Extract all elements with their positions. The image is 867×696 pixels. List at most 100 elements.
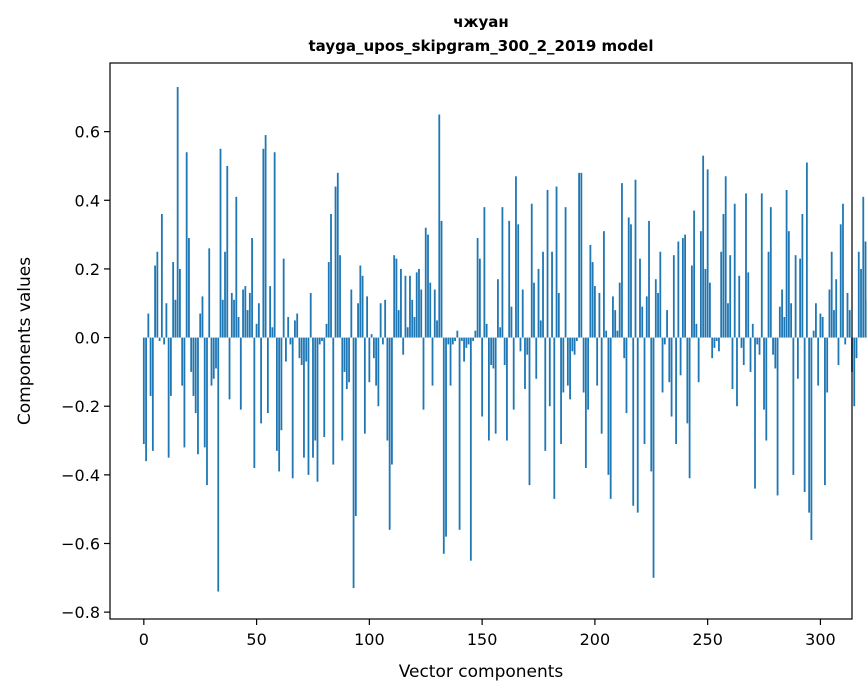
bar-136 xyxy=(449,337,452,386)
bar-42 xyxy=(237,316,240,338)
bar-17 xyxy=(181,337,184,386)
bar-249 xyxy=(704,268,707,338)
bar-188 xyxy=(566,337,569,386)
bar-50 xyxy=(255,323,258,338)
bar-72 xyxy=(305,337,308,362)
bar-175 xyxy=(537,268,540,338)
bar-261 xyxy=(731,337,734,390)
y-tick-label: −0.2 xyxy=(61,397,100,416)
bar-211 xyxy=(618,282,621,338)
bar-116 xyxy=(404,275,407,338)
bar-58 xyxy=(273,152,276,338)
bar-80 xyxy=(323,337,326,438)
bar-35 xyxy=(221,299,224,338)
bar-312 xyxy=(846,292,849,338)
bar-127 xyxy=(429,282,432,338)
bar-253 xyxy=(713,337,716,348)
bar-201 xyxy=(596,337,599,386)
bar-97 xyxy=(361,275,364,338)
bar-219 xyxy=(636,337,639,513)
bar-235 xyxy=(672,255,675,338)
bar-144 xyxy=(467,337,470,345)
bar-257 xyxy=(722,214,725,338)
y-tick-label: 0.6 xyxy=(75,123,100,142)
bar-185 xyxy=(560,337,562,444)
bar-11 xyxy=(167,337,170,458)
bar-157 xyxy=(497,279,499,338)
bar-192 xyxy=(575,337,578,341)
bar-179 xyxy=(546,189,549,338)
bar-52 xyxy=(260,337,262,424)
bar-190 xyxy=(571,337,574,352)
x-axis-label: Vector components xyxy=(399,662,564,682)
bar-284 xyxy=(783,316,786,338)
bar-65 xyxy=(289,337,292,345)
bar-70 xyxy=(300,337,303,366)
bar-7 xyxy=(158,337,161,341)
bar-282 xyxy=(778,306,781,338)
x-tick-label: 50 xyxy=(246,630,266,649)
chart-title-line2: tayga_upos_skipgram_300_2_2019 model xyxy=(309,37,654,55)
bar-67 xyxy=(294,320,296,338)
bar-225 xyxy=(650,337,653,472)
bar-108 xyxy=(386,337,389,441)
bar-246 xyxy=(697,337,700,383)
bar-177 xyxy=(542,251,544,338)
bar-79 xyxy=(321,337,323,341)
bar-141 xyxy=(460,337,463,341)
bar-210 xyxy=(616,330,619,338)
bar-47 xyxy=(248,292,251,338)
bar-53 xyxy=(262,148,265,338)
bar-126 xyxy=(427,234,429,338)
bar-68 xyxy=(296,313,299,338)
bar-110 xyxy=(391,337,393,465)
bar-266 xyxy=(742,337,745,366)
bar-28 xyxy=(206,337,208,486)
bar-268 xyxy=(747,272,750,338)
bar-289 xyxy=(794,255,797,338)
y-tick-label: −0.8 xyxy=(61,603,100,622)
bar-139 xyxy=(456,330,459,338)
bar-286 xyxy=(787,231,790,338)
bar-44 xyxy=(242,289,244,338)
bar-131 xyxy=(438,114,441,338)
bar-233 xyxy=(668,337,671,383)
bar-20 xyxy=(188,238,190,338)
bar-6 xyxy=(156,251,159,338)
bar-222 xyxy=(643,337,646,444)
bar-33 xyxy=(217,337,220,592)
bar-48 xyxy=(251,238,253,338)
bar-215 xyxy=(627,217,630,338)
bar-226 xyxy=(652,337,655,578)
bar-30 xyxy=(210,337,213,386)
bar-15 xyxy=(176,87,179,338)
bar-244 xyxy=(693,210,696,338)
bar-32 xyxy=(215,337,217,369)
bar-269 xyxy=(749,337,752,372)
bar-247 xyxy=(699,231,702,338)
bar-23 xyxy=(194,337,197,414)
bar-256 xyxy=(720,251,723,338)
bar-189 xyxy=(569,337,571,400)
x-tick-label: 100 xyxy=(354,630,385,649)
bar-100 xyxy=(368,337,371,383)
bar-172 xyxy=(530,203,533,338)
bar-152 xyxy=(485,323,488,338)
bar-10 xyxy=(165,303,168,338)
bar-265 xyxy=(740,337,743,348)
bar-283 xyxy=(781,289,783,338)
bar-230 xyxy=(661,337,664,393)
bar-164 xyxy=(512,337,515,410)
bar-154 xyxy=(490,337,493,366)
bar-306 xyxy=(833,310,835,338)
bar-194 xyxy=(580,172,583,338)
bar-275 xyxy=(763,337,765,410)
bar-37 xyxy=(226,165,229,338)
bar-302 xyxy=(824,337,826,486)
x-tick-label: 300 xyxy=(805,630,836,649)
bar-8 xyxy=(160,214,163,338)
bar-159 xyxy=(501,207,504,338)
bar-22 xyxy=(192,337,195,396)
bar-173 xyxy=(533,282,535,338)
x-axis-ticks: 0 50 100 150 200 250 300 xyxy=(139,619,836,649)
